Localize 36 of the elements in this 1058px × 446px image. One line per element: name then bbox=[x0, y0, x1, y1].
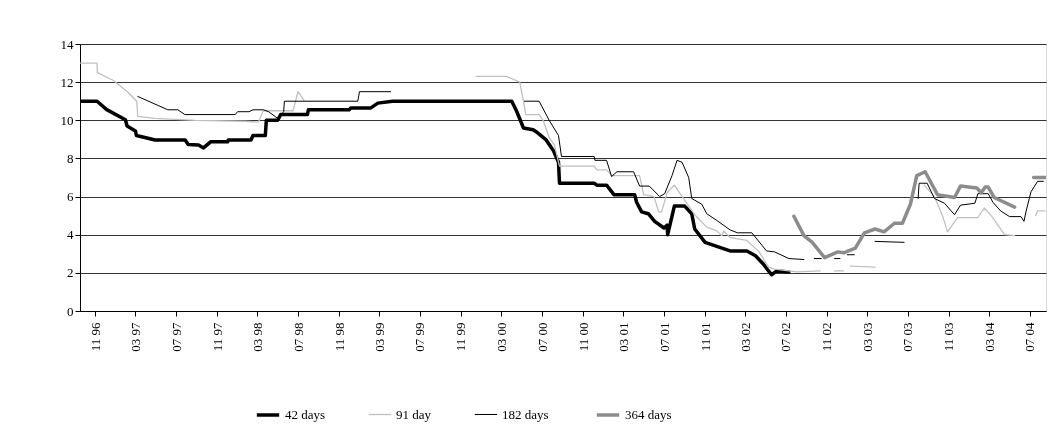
x-tick-label: 11 97 bbox=[209, 322, 225, 352]
x-tick-label: 03 01 bbox=[615, 322, 631, 352]
x-tick-label: 07 00 bbox=[534, 322, 550, 352]
x-tick-label: 07 04 bbox=[1022, 322, 1038, 352]
x-tick-label: 03 00 bbox=[493, 322, 509, 352]
x-tick-label: 07 01 bbox=[656, 322, 672, 352]
y-tick-label: 8 bbox=[67, 150, 74, 166]
x-tick-label: 03 04 bbox=[981, 322, 997, 352]
legend-label: 91 day bbox=[396, 406, 432, 422]
x-tick-label: 11 03 bbox=[941, 322, 957, 352]
x-tick-label: 03 02 bbox=[737, 322, 753, 352]
x-tick-label: 07 02 bbox=[778, 322, 794, 352]
x-tick-label: 07 98 bbox=[290, 322, 306, 352]
x-tick-label: 11 99 bbox=[453, 322, 469, 352]
y-tick-label: 10 bbox=[60, 112, 74, 128]
x-tick-label: 07 03 bbox=[900, 322, 916, 352]
y-tick-label: 12 bbox=[60, 74, 74, 90]
y-tick-label: 0 bbox=[67, 303, 74, 319]
legend-label: 42 days bbox=[285, 407, 326, 422]
x-tick-label: 03 98 bbox=[249, 322, 265, 352]
x-tick-label: 07 99 bbox=[412, 322, 428, 352]
x-tick-label: 03 97 bbox=[127, 322, 143, 352]
x-tick-label: 11 02 bbox=[819, 322, 835, 352]
x-tick-label: 11 01 bbox=[697, 322, 713, 352]
y-tick-label: 6 bbox=[67, 189, 74, 205]
y-tick-label: 14 bbox=[60, 36, 74, 52]
x-tick-label: 11 00 bbox=[575, 322, 591, 352]
x-tick-label: 03 03 bbox=[859, 322, 875, 352]
x-tick-label: 11 96 bbox=[87, 322, 103, 352]
y-tick-label: 2 bbox=[67, 265, 74, 281]
x-tick-label: 03 99 bbox=[371, 322, 387, 352]
legend-label: 364 days bbox=[625, 407, 672, 422]
y-tick-label: 4 bbox=[67, 227, 74, 243]
legend-label: 182 days bbox=[502, 406, 549, 422]
x-tick-label: 11 98 bbox=[331, 322, 347, 352]
x-tick-label: 07 97 bbox=[168, 322, 184, 352]
